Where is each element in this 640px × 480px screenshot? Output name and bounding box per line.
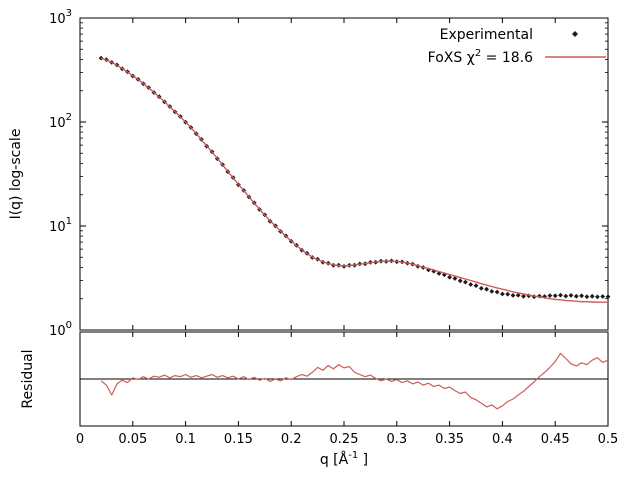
x-tick-label: 0.35: [435, 432, 464, 447]
x-tick-label: 0.1: [175, 432, 196, 447]
x-axis-title-post: ]: [358, 452, 368, 468]
legend-fit-label-sup: 2: [475, 48, 481, 59]
x-tick-label: 0.45: [541, 432, 570, 447]
x-tick-label: 0.05: [118, 432, 147, 447]
x-tick-label: 0.3: [386, 432, 407, 447]
x-tick-label: 0: [76, 432, 84, 447]
legend-fit-label-post: = 18.6: [481, 50, 533, 66]
legend-fit-label: FoXS χ2 = 18.6: [428, 48, 533, 66]
x-tick-label: 0.15: [224, 432, 253, 447]
legend-fit-label-pre: FoXS χ: [428, 50, 475, 66]
generated-plot-layer: 0 0.05 0.1 0.15 0.2 0.25 0.3 0.35 0.4 0.45 0.5 100 1…: [49, 8, 618, 447]
x-tick-label: 0.5: [598, 432, 619, 447]
x-axis-title: q [Å-1 ]: [320, 450, 368, 468]
y-tick-label: 102: [49, 112, 72, 131]
x-tick-label: 0.2: [281, 432, 302, 447]
legend-experimental-marker: [572, 31, 578, 37]
legend: Experimental FoXS χ2 = 18.6: [428, 27, 533, 66]
y-tick-label: 103: [49, 8, 72, 27]
residual-line: [100, 352, 609, 410]
x-axis-title-sup: -1: [348, 450, 358, 461]
y-tick-label: 101: [49, 216, 72, 235]
fit-line: [100, 57, 608, 303]
y-tick-label: 100: [49, 320, 72, 339]
x-axis-title-pre: q [Å: [320, 451, 349, 468]
experimental-points: [98, 55, 611, 300]
legend-experimental-label: Experimental: [440, 27, 533, 43]
x-tick-label: 0.25: [330, 432, 359, 447]
x-tick-label: 0.4: [492, 432, 513, 447]
y-axis-title: I(q) log-scale: [8, 129, 24, 220]
residual-axis-title: Residual: [20, 349, 36, 408]
